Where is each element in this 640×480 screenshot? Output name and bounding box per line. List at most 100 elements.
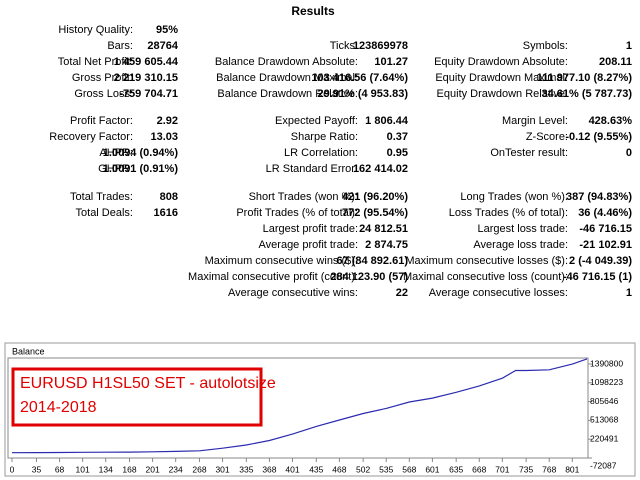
stat-label: Average loss trade:: [473, 239, 568, 251]
y-tick-label: 513068: [590, 415, 619, 425]
stat-label: Bars:: [107, 40, 133, 52]
stat-label: Total Deals:: [76, 207, 133, 219]
x-tick-label: 335: [239, 464, 253, 474]
annotation: EURUSD H1SL50 SET - autolotsize: [20, 375, 276, 392]
stat-label: Equity Drawdown Absolute:: [434, 56, 568, 68]
stat-value: 36 (4.46%): [578, 207, 632, 219]
stat-label: Equity Drawdown Maximal:: [435, 72, 568, 84]
stat-value: 284 123.90 (57): [330, 271, 408, 283]
x-tick-label: 502: [356, 464, 370, 474]
stat-value: -46 716.15: [579, 223, 632, 235]
x-tick-label: 268: [192, 464, 206, 474]
stat-value: 28764: [147, 40, 178, 52]
stat-value: 0.95: [387, 147, 408, 159]
stat-label: Recovery Factor:: [49, 131, 133, 143]
stat-value: 13.03: [150, 131, 178, 143]
stat-value: -21 102.91: [579, 239, 632, 251]
x-tick-label: 134: [99, 464, 113, 474]
stat-label: Largest loss trade:: [478, 223, 569, 235]
x-tick-label: 201: [146, 464, 160, 474]
stat-label: Largest profit trade:: [263, 223, 358, 235]
x-tick-label: 635: [449, 464, 463, 474]
stat-label: GHPR:: [98, 163, 133, 175]
x-tick-label: 801: [565, 464, 579, 474]
stat-value: 95%: [156, 24, 178, 36]
plot-area: [7, 357, 589, 459]
stat-value: 162 414.02: [353, 163, 408, 175]
stat-value: 123869978: [353, 40, 408, 52]
x-tick-label: 101: [76, 464, 90, 474]
stat-label: Equity Drawdown Relative:: [437, 88, 568, 100]
y-tick-label: 1390800: [590, 358, 623, 368]
stat-label: Short Trades (won %):: [249, 191, 358, 203]
x-tick-label: 368: [262, 464, 276, 474]
stat-value: 421 (96.20%): [342, 191, 408, 203]
x-tick-label: 768: [542, 464, 556, 474]
stat-label: Maximum consecutive wins ($):: [205, 255, 358, 267]
x-tick-label: 401: [285, 464, 299, 474]
stat-value: -46 716.15 (1): [563, 271, 632, 283]
stat-label: Total Trades:: [70, 191, 133, 203]
stat-label: Loss Trades (% of total):: [449, 207, 568, 219]
stat-value: 1.0094 (0.94%): [103, 147, 179, 159]
chart-title: Balance: [12, 346, 45, 356]
x-tick-label: 234: [169, 464, 183, 474]
x-tick-label: 701: [495, 464, 509, 474]
stat-value: 1 459 605.44: [114, 56, 179, 68]
x-tick-label: 601: [425, 464, 439, 474]
x-tick-label: 301: [215, 464, 229, 474]
stat-label: Balance Drawdown Absolute:: [215, 56, 358, 68]
stat-label: Z-Score:: [526, 131, 568, 143]
stat-label: LR Standard Error:: [266, 163, 358, 175]
x-tick-label: 0: [10, 464, 15, 474]
stat-label: LR Correlation:: [284, 147, 358, 159]
y-tick-label: -72087: [590, 460, 617, 470]
x-tick-label: 535: [379, 464, 393, 474]
stat-label: Expected Payoff:: [275, 115, 358, 127]
stat-value: 0: [626, 147, 632, 159]
results-title: Results: [291, 4, 335, 18]
balance-line: [11, 358, 588, 454]
y-tick-label: 805646: [590, 396, 619, 406]
stat-label: Balance Drawdown Maximal:: [216, 72, 358, 84]
x-tick-label: 668: [472, 464, 486, 474]
stat-value: 111 977.10 (8.27%): [537, 72, 633, 84]
stat-value: 29.91% (4 953.83): [317, 88, 408, 100]
stat-value: 103 416.56 (7.64%): [311, 72, 408, 84]
stat-value: -759 704.71: [119, 88, 178, 100]
stat-label: AHPR:: [99, 147, 133, 159]
stat-label: Average consecutive wins:: [228, 287, 358, 299]
stat-label: Maximal consecutive loss (count):: [403, 271, 568, 283]
stat-value: 2 219 310.15: [114, 72, 178, 84]
stat-value: 1: [626, 287, 632, 299]
x-tick-label: 735: [519, 464, 533, 474]
stat-label: History Quality:: [58, 24, 133, 36]
stat-label: Sharpe Ratio:: [291, 131, 358, 143]
stat-label: Maximal consecutive profit (count):: [188, 271, 358, 283]
stat-label: Symbols:: [523, 40, 568, 52]
stat-label: Total Net Profit:: [58, 56, 133, 68]
stat-value: 2 (-4 049.39): [569, 255, 632, 267]
stat-value: 2.92: [157, 115, 178, 127]
x-tick-label: 168: [122, 464, 136, 474]
y-tick-label: 220491: [590, 433, 619, 443]
stat-label: OnTester result:: [490, 147, 568, 159]
annotation-box: [11, 367, 263, 427]
stat-label: Margin Level:: [502, 115, 568, 127]
stat-value: -0.12 (9.55%): [565, 131, 632, 143]
stat-value: 387 (94.83%): [566, 191, 632, 203]
stat-value: 0.37: [387, 131, 408, 143]
stat-label: Average profit trade:: [259, 239, 358, 251]
stat-value: 67 (84 892.61): [336, 255, 408, 267]
stat-label: Maximum consecutive losses ($):: [405, 255, 568, 267]
x-tick-label: 68: [55, 464, 65, 474]
stat-value: 101.27: [374, 56, 408, 68]
stat-label: Long Trades (won %):: [460, 191, 568, 203]
stat-label: Gross Profit:: [72, 72, 133, 84]
stat-value: 428.63%: [589, 115, 633, 127]
x-tick-label: 468: [332, 464, 346, 474]
stat-value: 22: [396, 287, 408, 299]
stat-value: 772 (95.54%): [342, 207, 408, 219]
annotation: 2014-2018: [20, 399, 97, 416]
